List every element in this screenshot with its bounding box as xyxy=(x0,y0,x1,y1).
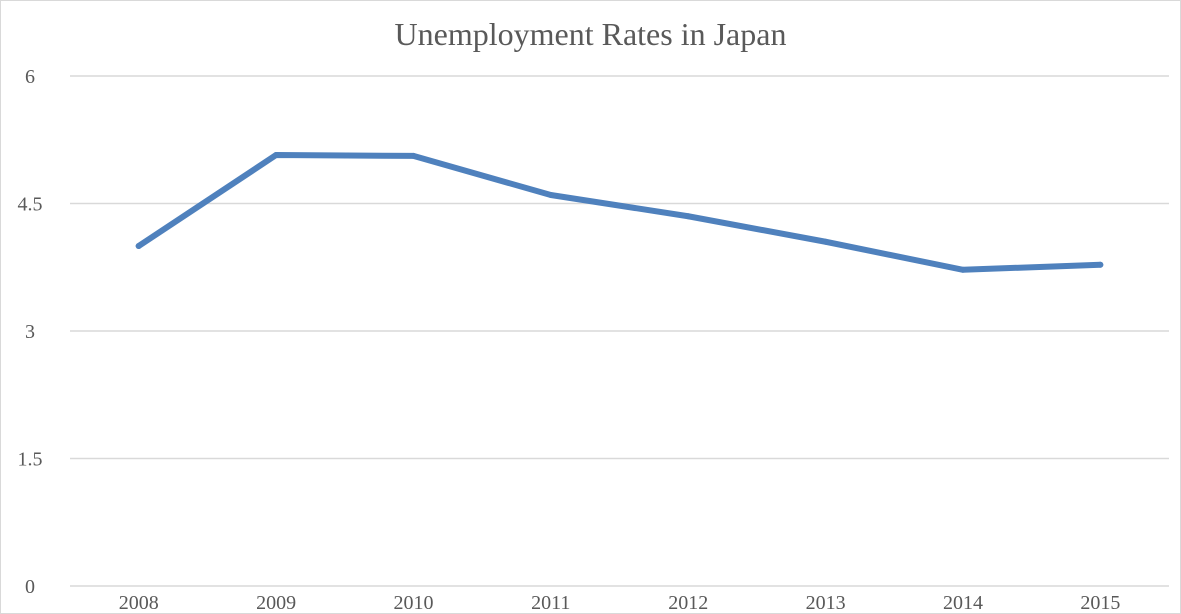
x-tick-label: 2015 xyxy=(1080,592,1120,614)
x-tick-label: 2014 xyxy=(943,592,983,614)
data-point xyxy=(547,192,554,198)
y-tick-label: 1.5 xyxy=(18,449,43,471)
y-tick-label: 0 xyxy=(25,576,35,598)
x-tick-label: 2008 xyxy=(119,592,159,614)
data-point xyxy=(959,266,966,273)
x-tick-label: 2011 xyxy=(531,592,570,614)
data-point xyxy=(1097,261,1104,268)
x-tick-label: 2012 xyxy=(668,592,708,614)
series-line xyxy=(135,152,1104,273)
gridlines xyxy=(70,75,1169,587)
y-tick-label: 6 xyxy=(25,66,35,88)
data-point xyxy=(135,243,142,249)
data-point xyxy=(273,152,280,159)
y-tick-label: 4.5 xyxy=(18,194,43,216)
data-point xyxy=(410,152,417,159)
y-tick-label: 3 xyxy=(25,321,35,343)
x-tick-label: 2013 xyxy=(806,592,846,614)
y-axis-ticks: 0 1.5 3 4.5 6 xyxy=(18,66,43,598)
x-axis-ticks: 2008 2009 2010 2011 2012 2013 2014 2015 xyxy=(119,592,1121,614)
series-layer xyxy=(135,152,1104,273)
x-tick-label: 2010 xyxy=(393,592,433,614)
data-point xyxy=(822,238,829,245)
chart-title: Unemployment Rates in Japan xyxy=(394,16,787,52)
x-tick-label: 2009 xyxy=(256,592,296,614)
data-point xyxy=(685,213,692,220)
